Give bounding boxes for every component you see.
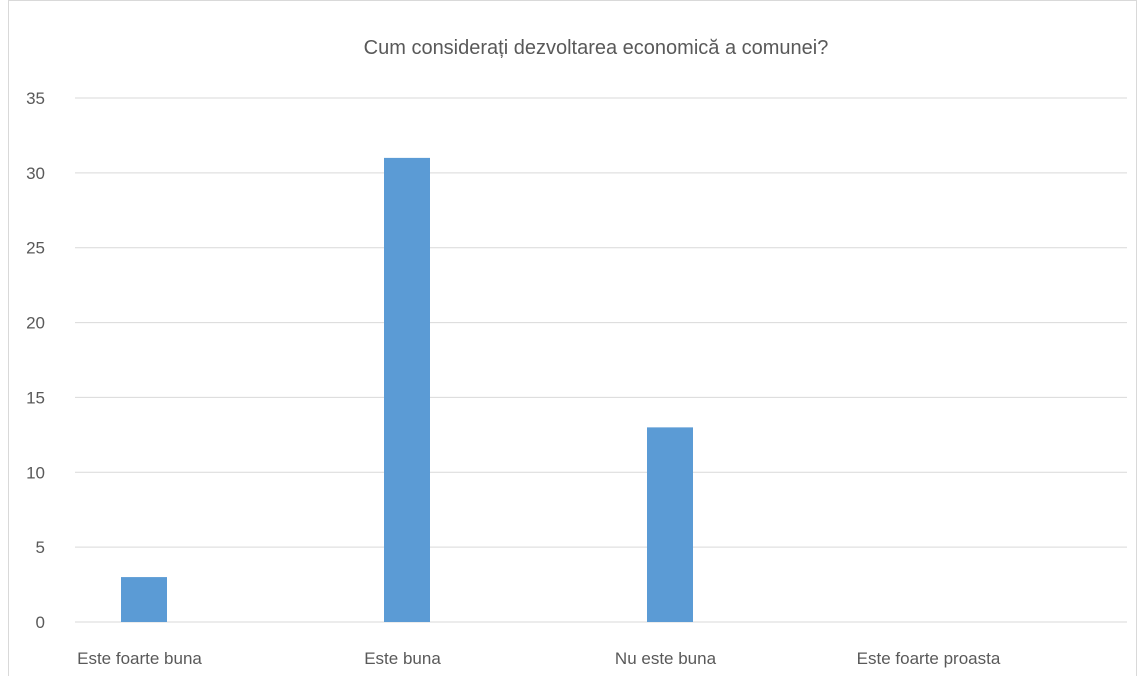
y-tick-label: 10 xyxy=(26,463,45,482)
bars xyxy=(121,157,693,622)
gridlines xyxy=(75,97,1127,623)
y-tick-label: 5 xyxy=(36,538,45,557)
bar-3 xyxy=(647,427,693,622)
bar-2 xyxy=(384,157,430,622)
x-axis-categories: Este foarte buna Este buna Nu este buna Est… xyxy=(77,649,1001,668)
bar-1 xyxy=(121,577,167,622)
x-category-label: Nu este buna xyxy=(615,649,717,668)
y-tick-label: 35 xyxy=(26,89,45,108)
x-category-label: Este foarte buna xyxy=(77,649,202,668)
chart-title: Cum considerați dezvoltarea economică a … xyxy=(364,37,829,59)
y-axis-ticks: 0 5 10 15 20 25 30 35 xyxy=(26,89,45,632)
y-tick-label: 25 xyxy=(26,239,45,258)
y-tick-label: 0 xyxy=(36,613,45,632)
y-tick-label: 20 xyxy=(26,314,45,333)
chart-frame xyxy=(8,0,1137,676)
y-tick-label: 30 xyxy=(26,164,45,183)
x-category-label: Este buna xyxy=(364,649,441,668)
x-category-label: Este foarte proasta xyxy=(857,649,1001,668)
y-tick-label: 15 xyxy=(26,388,45,407)
